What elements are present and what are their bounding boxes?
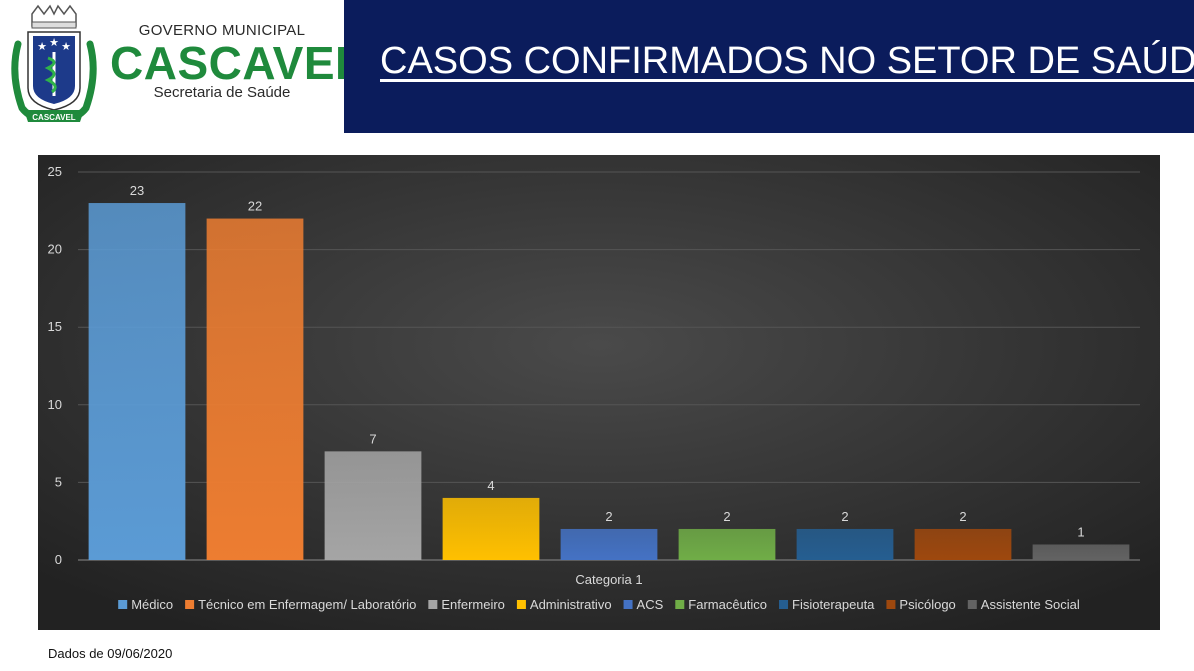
legend-entry: Administrativo: [530, 597, 612, 612]
data-date-footnote: Dados de 09/06/2020: [48, 646, 173, 661]
legend-entry: ACS: [637, 597, 664, 612]
svg-text:★: ★: [61, 40, 71, 53]
org-government-label: GOVERNO MUNICIPAL: [138, 22, 306, 39]
header-logo-area: ★ ★ ★ CASCAVEL GOVERNO MUNICIPAL CASCAVE…: [0, 0, 364, 133]
svg-text:★: ★: [37, 40, 47, 53]
chart-bars: [88, 203, 1130, 560]
logo-banner-text: CASCAVEL: [32, 113, 76, 122]
org-city-name: CASCAVEL: [110, 37, 364, 89]
legend-entry: Farmacêutico: [688, 597, 767, 612]
bar-psic-logo: [914, 528, 1012, 560]
bar-value-label: 2: [841, 509, 848, 524]
legend-entry: Fisioterapeuta: [792, 597, 875, 612]
y-tick-label: 20: [48, 242, 62, 257]
legend-swatch: [675, 600, 685, 609]
legend-entry: Técnico em Enfermagem/ Laboratório: [198, 597, 416, 612]
cascavel-coat-of-arms-icon: ★ ★ ★ CASCAVEL: [11, 4, 97, 122]
y-tick-label: 25: [48, 164, 62, 179]
bar-administrativo: [442, 497, 540, 560]
bar-assistente-social: [1032, 544, 1130, 560]
bar-acs: [560, 528, 658, 560]
legend-entry: Assistente Social: [981, 597, 1080, 612]
legend-swatch: [118, 600, 128, 609]
y-tick-label: 15: [48, 319, 62, 334]
y-tick-label: 10: [48, 397, 62, 412]
legend-swatch: [967, 600, 977, 609]
bar-farmac-utico: [678, 528, 776, 560]
bar-t-cnico-em-enfermagem-laborat-rio: [206, 218, 304, 560]
legend-swatch: [779, 600, 789, 609]
bar-enfermeiro: [324, 451, 422, 560]
legend-swatch: [428, 600, 438, 609]
org-department-label: Secretaria de Saúde: [153, 84, 291, 101]
bar-value-label: 2: [605, 509, 612, 524]
legend-entry: Psicólogo: [899, 597, 955, 612]
legend-swatch: [623, 600, 633, 609]
page-title: CASOS CONFIRMADOS NO SETOR DE SAÚDE: [380, 40, 1194, 82]
legend-swatch: [886, 600, 896, 609]
y-tick-label: 0: [55, 552, 62, 567]
bar-fisioterapeuta: [796, 528, 894, 560]
legend-swatch: [516, 600, 526, 609]
bar-value-label: 23: [130, 183, 144, 198]
bar-value-label: 7: [369, 431, 376, 446]
bar-m-dico: [88, 203, 186, 560]
header-title-band: [344, 0, 1194, 133]
y-tick-label: 5: [55, 474, 62, 489]
bar-value-label: 4: [487, 478, 494, 493]
bar-chart: 0 5 10 15 20 25 23 22 7 4 2 2 2 2 1 Categoria 1 Médic…: [38, 155, 1160, 630]
x-axis-category: Categoria 1: [575, 572, 642, 587]
x-category-label: Categoria 1: [575, 572, 642, 587]
bar-value-label: 2: [959, 509, 966, 524]
legend-entry: Enfermeiro: [441, 597, 505, 612]
bar-value-label: 1: [1077, 524, 1084, 539]
y-axis-ticks: 0 5 10 15 20 25: [48, 164, 62, 567]
bar-value-label: 2: [723, 509, 730, 524]
legend-entry: Médico: [131, 597, 173, 612]
chart-legend: Médico Técnico em Enfermagem/ Laboratório…: [118, 597, 1080, 612]
legend-swatch: [185, 600, 195, 609]
svg-text:★: ★: [49, 36, 59, 49]
bar-value-label: 22: [248, 199, 262, 214]
